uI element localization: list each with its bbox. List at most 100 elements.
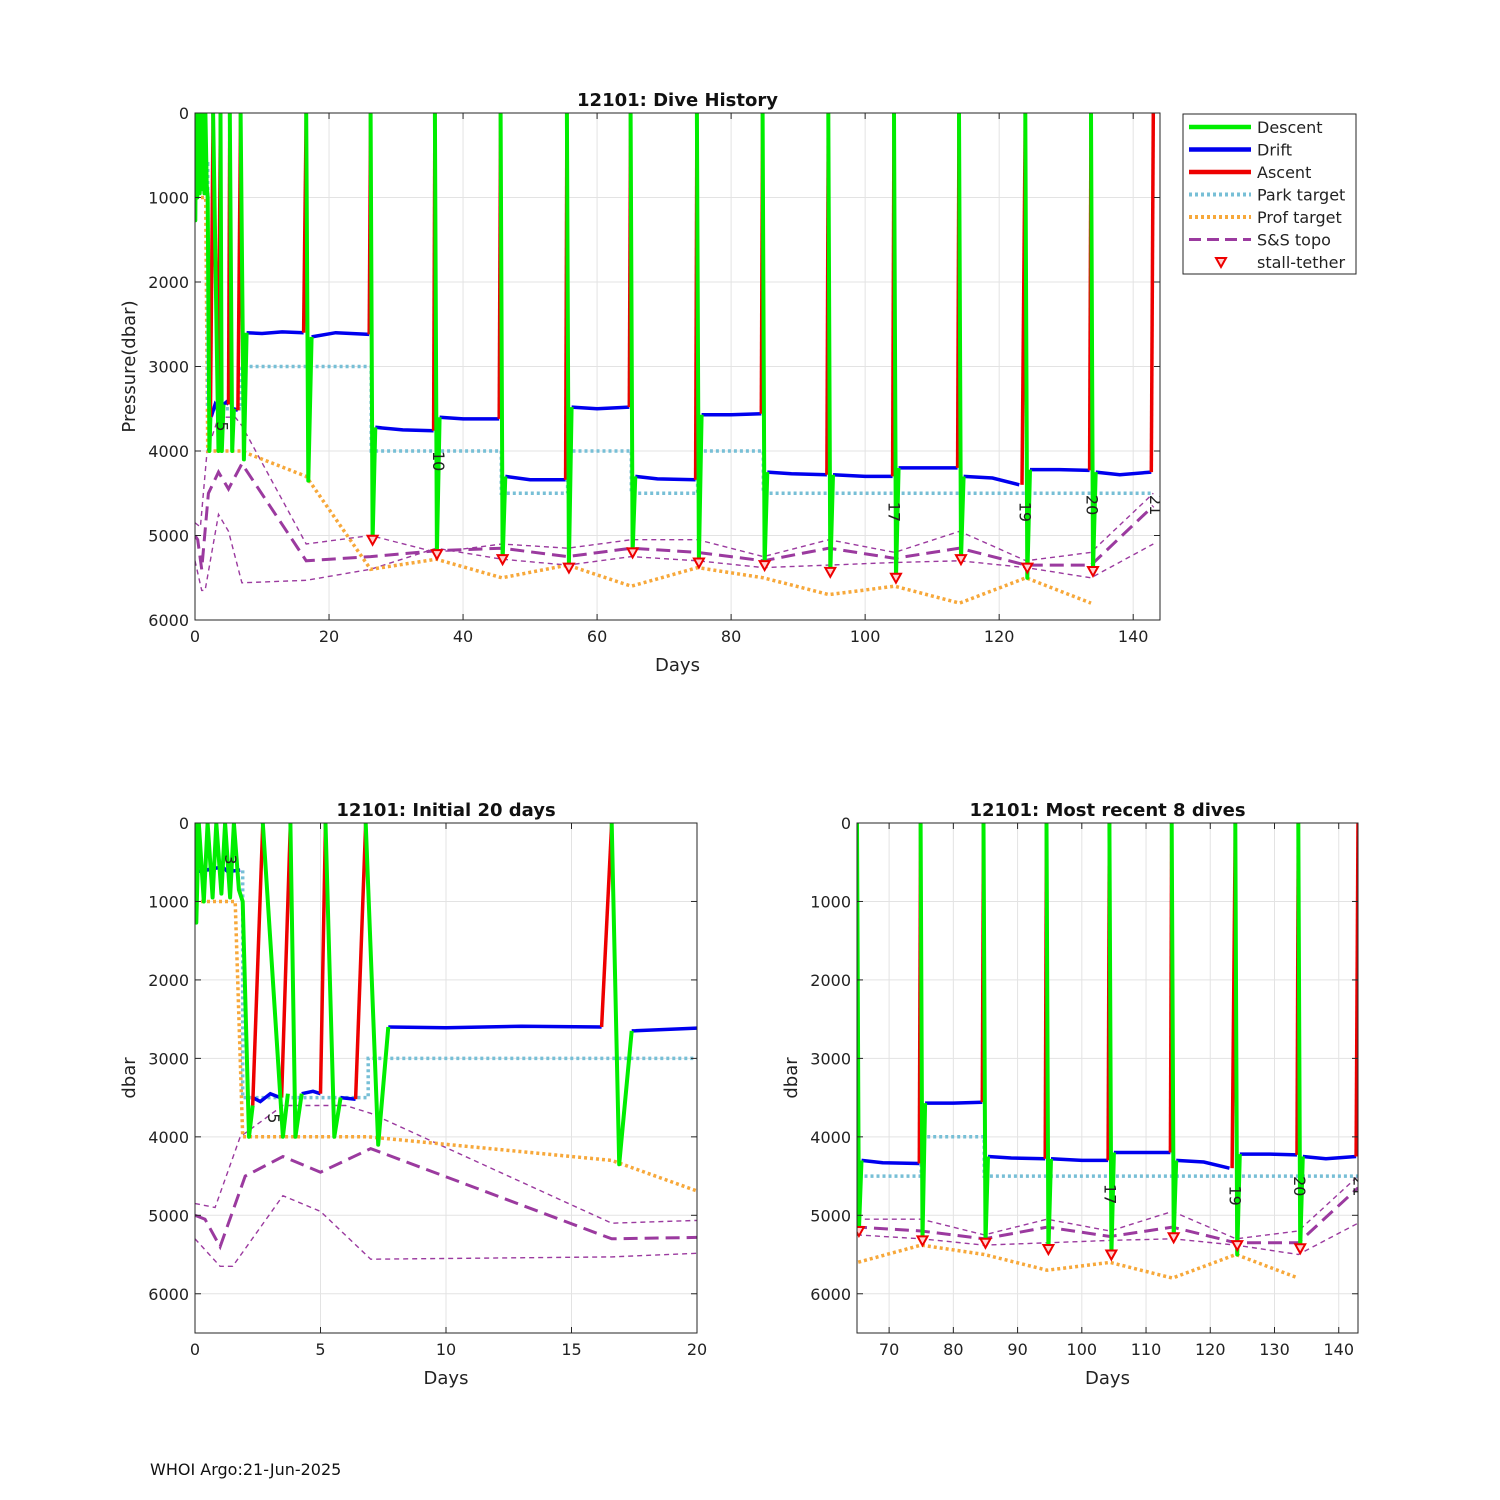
drift-segment [571, 405, 630, 411]
x-tick-label: 140 [1323, 1340, 1354, 1359]
descent-segment [218, 113, 226, 453]
stall-tether-marker [692, 557, 706, 570]
descent-segment [227, 113, 236, 453]
cycle-label: 21 [1350, 1176, 1369, 1196]
descent-segment [304, 113, 314, 483]
drift-segment [439, 415, 500, 421]
chart-title: 12101: Dive History [577, 90, 778, 111]
stall-tether-marker [978, 1237, 993, 1250]
legend-label: Park target [1257, 186, 1345, 205]
chart-title: 12101: Initial 20 days [336, 800, 555, 821]
drift-segment [388, 1024, 602, 1030]
drift-segment [246, 330, 304, 336]
x-tick-label: 100 [1067, 1340, 1098, 1359]
legend-label: stall-tether [1257, 253, 1345, 272]
drift-segment [301, 1089, 322, 1096]
ascent-segment [279, 823, 293, 1098]
x-axis-label: Days [1085, 1368, 1130, 1389]
stall-tether-marker [1104, 1249, 1119, 1262]
ascent-segment [731, 823, 732, 1107]
stall-tether-marker [1086, 565, 1100, 579]
drift-segment [1302, 1154, 1357, 1161]
cycle-label: 17 [885, 502, 904, 522]
cycle-label: 19 [1226, 1185, 1245, 1205]
chart-history: 5 10 17 19 20 21 0 20 40 60 80 100 120 140 0 1000 2000 30… [119, 90, 1357, 676]
x-tick-label: 100 [850, 627, 881, 646]
y-tick-label: 2000 [810, 971, 851, 990]
data-layer: 5 10 17 19 20 21 [195, 113, 1165, 605]
y-axis-label: dbar [781, 1057, 802, 1099]
y-tick-label: 3000 [810, 1049, 851, 1068]
stall-tether-marker [1020, 562, 1035, 575]
cycle-label: 3 [221, 854, 240, 864]
drift-segment [1239, 1152, 1298, 1157]
cycle-label: 21 [1146, 495, 1165, 515]
y-tick-label: 0 [179, 104, 189, 123]
legend-label: S&S topo [1257, 231, 1331, 250]
descent-segment [288, 823, 304, 1139]
drift-segment [801, 1096, 856, 1098]
descent-segment [323, 823, 343, 1139]
y-tick-label: 3000 [148, 1049, 189, 1068]
topo-line [195, 1146, 697, 1251]
x-axis-label: Days [424, 1368, 469, 1389]
legend-label: Drift [1257, 141, 1292, 160]
x-tick-label: 20 [687, 1340, 707, 1359]
drift-segment [375, 425, 434, 433]
y-tick-label: 6000 [810, 1285, 851, 1304]
descent-segment [796, 823, 801, 1243]
x-tick-label: 90 [1007, 1340, 1027, 1359]
x-tick-label: 0 [190, 627, 200, 646]
descent-segment [363, 823, 391, 1147]
drift-segment [340, 1095, 356, 1101]
drift-segment [701, 412, 762, 417]
prof-target-line [857, 1243, 1299, 1280]
legend-label: Ascent [1257, 163, 1311, 182]
cycle-label: 5 [264, 1113, 283, 1123]
y-tick-label: 1000 [148, 892, 189, 911]
drift-segment [505, 474, 566, 482]
descent-segment [238, 113, 249, 462]
y-tick-label: 1000 [810, 892, 851, 911]
descent-segment [732, 823, 737, 1239]
drift-segment [251, 1091, 281, 1104]
x-tick-label: 10 [436, 1340, 456, 1359]
y-axis-label: Pressure(dbar) [119, 300, 140, 432]
stall-tether-marker [1041, 1244, 1056, 1257]
x-tick-label: 80 [721, 627, 741, 646]
stall-tether-marker [1166, 1232, 1181, 1245]
y-tick-label: 1000 [148, 189, 189, 208]
topo-line [857, 1186, 1358, 1245]
axes-frame [856, 822, 1359, 1334]
ascent-segment [250, 823, 265, 1106]
ascent-segment [1149, 113, 1156, 473]
drift-segment [1176, 1158, 1230, 1170]
legend: Descent Drift Ascent Park target Prof target… [1182, 113, 1357, 275]
x-tick-label: 120 [1195, 1340, 1226, 1359]
cycle-label: 20 [1082, 495, 1101, 515]
drift-segment [737, 1160, 795, 1163]
drift-segment [311, 330, 370, 339]
footer-label: WHOI Argo:21-Jun-2025 [150, 1460, 342, 1479]
descent-segment [195, 113, 213, 453]
ascent-segment [318, 823, 328, 1094]
stall-tether-marker [823, 566, 837, 579]
y-tick-label: 4000 [148, 442, 189, 461]
drift-segment [987, 1154, 1046, 1161]
x-axis-label: Days [655, 655, 700, 676]
y-tick-label: 3000 [148, 358, 189, 377]
stall-tether-marker [757, 560, 772, 573]
y-axis-label: dbar [119, 1057, 140, 1099]
descent-segment [195, 823, 255, 1139]
stall-tether-marker [495, 554, 510, 567]
drift-segment [925, 1100, 983, 1105]
stall-tether-marker [365, 534, 380, 547]
drift-segment [1030, 467, 1090, 473]
x-tick-label: 15 [561, 1340, 581, 1359]
x-tick-label: 110 [1131, 1340, 1162, 1359]
legend-box [1182, 113, 1357, 275]
descent-segment [211, 113, 222, 453]
ascent-segment [353, 823, 368, 1100]
x-tick-label: 120 [984, 627, 1015, 646]
